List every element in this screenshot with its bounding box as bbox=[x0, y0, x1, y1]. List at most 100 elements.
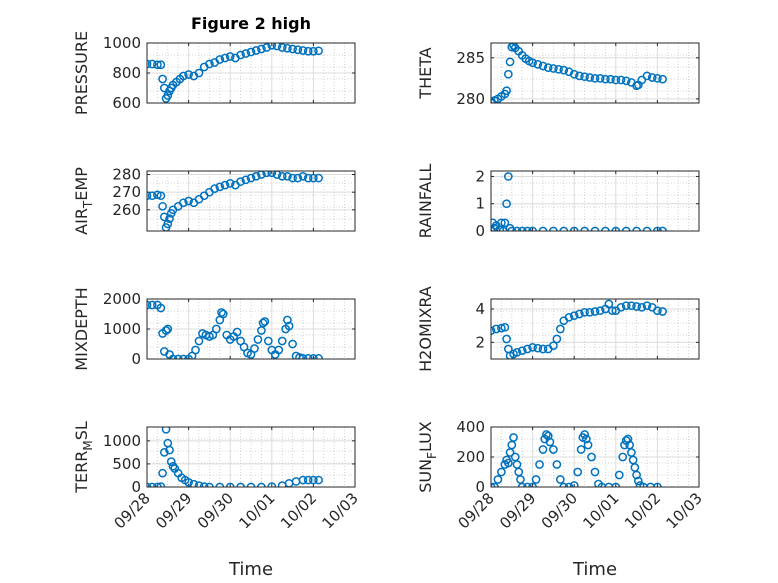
terr-msl-y-tick-label: 500 bbox=[112, 455, 141, 473]
h2omixra-y-axis-label: H2OMIXRA bbox=[416, 286, 435, 372]
pressure-data-point bbox=[272, 43, 282, 51]
theta-data-point bbox=[580, 72, 589, 82]
h2omixra-data-point bbox=[552, 334, 562, 344]
sun-flux-data-point bbox=[623, 434, 633, 444]
subplot-rainfall: 0 1 2 RAINFALL bbox=[416, 164, 700, 240]
pressure-data-point bbox=[288, 44, 297, 54]
sun-flux-data-point bbox=[545, 437, 555, 447]
terr-msl-data-point bbox=[159, 448, 169, 457]
sun-flux-series bbox=[491, 430, 662, 487]
sun-flux-y-axis-label: SUNFLUX bbox=[416, 421, 439, 493]
rainfall-axes-box bbox=[490, 170, 700, 232]
theta-data-point bbox=[595, 73, 605, 83]
theta-data-point bbox=[575, 71, 584, 81]
air-temp-data-point bbox=[277, 171, 287, 181]
theta-data-point bbox=[502, 86, 511, 96]
air-temp-data-point bbox=[215, 182, 225, 192]
h2omixra-data-point bbox=[580, 307, 589, 317]
rainfall-y-tick-label: 0 bbox=[475, 222, 485, 240]
theta-y-tick-label: 280 bbox=[456, 90, 485, 108]
mixdepth-data-point bbox=[260, 317, 270, 326]
pressure-y-tick-label: 800 bbox=[112, 64, 141, 82]
mixdepth-y-tick-label: 0 bbox=[131, 350, 141, 368]
terr-msl-data-point bbox=[166, 457, 176, 466]
air-temp-data-point bbox=[303, 173, 313, 183]
theta-data-point bbox=[616, 75, 626, 85]
sun-flux-y-tick-label: 0 bbox=[475, 478, 485, 496]
terr-msl-axes-box bbox=[146, 426, 356, 488]
rainfall-data-point bbox=[502, 199, 511, 209]
sun-flux-data-point bbox=[509, 433, 518, 442]
h2omixra-data-point bbox=[528, 342, 537, 352]
subplot-theta: 280 285 THETA bbox=[416, 42, 700, 108]
air-temp-data-point bbox=[246, 173, 256, 183]
theta-y-axis-label: THETA bbox=[416, 47, 435, 99]
mixdepth-data-point bbox=[274, 345, 284, 355]
h2omixra-data-point bbox=[497, 323, 506, 333]
air-temp-data-point bbox=[293, 173, 303, 183]
pressure-series bbox=[147, 43, 323, 103]
mixdepth-data-point bbox=[250, 344, 259, 353]
h2omixra-data-point bbox=[538, 344, 548, 354]
h2omixra-data-point bbox=[575, 309, 584, 319]
mixdepth-data-point bbox=[288, 339, 297, 349]
theta-data-point bbox=[554, 64, 563, 74]
h2omixra-data-point bbox=[491, 324, 501, 334]
air-temp-data-point bbox=[153, 190, 162, 200]
pressure-data-point bbox=[236, 50, 245, 60]
air-temp-y-axis-label: AIRTEMP bbox=[72, 167, 95, 235]
mixdepth-data-point bbox=[295, 353, 304, 359]
h2omixra-y-tick-label: 4 bbox=[475, 300, 485, 318]
terr-msl-data-point bbox=[314, 475, 323, 485]
h2omixra-data-point bbox=[491, 326, 496, 336]
x-axis-label-left: Time bbox=[228, 559, 273, 580]
pressure-data-point bbox=[283, 43, 292, 53]
mixdepth-data-point bbox=[314, 354, 323, 359]
theta-data-point bbox=[503, 69, 513, 79]
air-temp-data-point bbox=[241, 175, 251, 185]
h2omixra-data-point bbox=[564, 312, 574, 322]
h2omixra-data-point bbox=[658, 307, 667, 316]
theta-data-point bbox=[653, 73, 662, 83]
terr-msl-data-point bbox=[168, 461, 178, 471]
pressure-data-point bbox=[153, 60, 162, 70]
theta-data-point bbox=[642, 71, 652, 81]
h2omixra-data-point bbox=[517, 346, 527, 356]
mixdepth-axes-box bbox=[146, 298, 356, 360]
sun-flux-y-tick-label: 200 bbox=[456, 448, 485, 466]
terr-msl-y-axis-label: TERRMSL bbox=[72, 421, 95, 494]
theta-data-point bbox=[637, 75, 647, 85]
subplot-mixdepth: 0 1000 2000 MIXDEPTH bbox=[72, 287, 356, 371]
h2omixra-data-point bbox=[604, 299, 614, 309]
terr-msl-data-point bbox=[194, 481, 204, 487]
pressure-data-point bbox=[277, 43, 287, 52]
mixdepth-y-tick-label: 1000 bbox=[103, 320, 141, 338]
sun-flux-data-point bbox=[552, 460, 562, 469]
h2omixra-series bbox=[491, 299, 667, 359]
h2omixra-data-point bbox=[632, 302, 641, 311]
pressure-data-point bbox=[215, 55, 225, 64]
pressure-data-point bbox=[298, 46, 308, 55]
sun-flux-data-point bbox=[618, 452, 628, 462]
air-temp-data-point bbox=[156, 191, 166, 201]
subplot-h2omixra: 2 4 H2OMIXRA bbox=[416, 286, 700, 372]
rainfall-y-axis-label: RAINFALL bbox=[416, 164, 435, 239]
h2omixra-data-point bbox=[653, 306, 662, 316]
figure-title: Figure 2 high bbox=[191, 14, 311, 33]
air-temp-data-point bbox=[165, 214, 174, 223]
theta-data-point bbox=[533, 60, 543, 69]
sun-flux-data-point bbox=[549, 445, 558, 454]
h2omixra-data-point bbox=[523, 344, 532, 354]
mixdepth-y-axis-label: MIXDEPTH bbox=[72, 287, 91, 370]
sun-flux-data-point bbox=[503, 458, 513, 468]
pressure-data-point bbox=[184, 70, 193, 79]
mixdepth-y-tick-label: 2000 bbox=[103, 290, 141, 308]
theta-data-point bbox=[549, 64, 558, 73]
air-temp-y-tick-label: 280 bbox=[112, 166, 141, 184]
h2omixra-data-point bbox=[533, 343, 543, 353]
h2omixra-data-point bbox=[637, 302, 647, 312]
mixdepth-data-point bbox=[147, 300, 152, 310]
h2omixra-data-point bbox=[595, 306, 605, 316]
sun-flux-data-point bbox=[538, 445, 548, 454]
terr-msl-data-point bbox=[303, 475, 313, 485]
